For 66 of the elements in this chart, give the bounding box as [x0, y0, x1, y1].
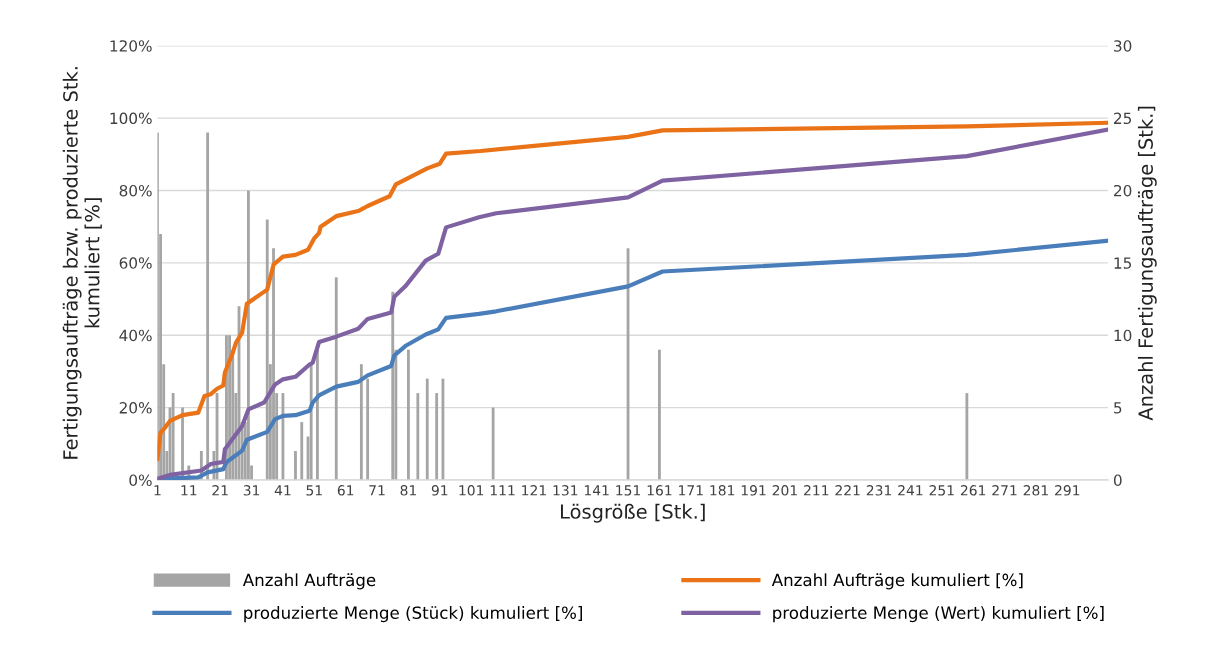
bar — [435, 393, 439, 480]
y2-tick-label: 0 — [1113, 474, 1122, 486]
y2-tick-label: 10 — [1114, 329, 1132, 342]
y2-tick-label: 20 — [1114, 184, 1132, 197]
bar — [316, 349, 319, 480]
bar — [300, 422, 304, 480]
x-tick-label: 191 — [741, 485, 766, 496]
bar — [359, 364, 363, 480]
bar — [965, 393, 969, 480]
y2-tick-label: 15 — [1114, 257, 1132, 269]
x-tick-label: 51 — [306, 485, 322, 496]
x-tick-label: 231 — [866, 485, 892, 496]
x-tick-label: 31 — [243, 485, 260, 496]
x-tick-label: 121 — [522, 485, 546, 496]
y2-tick-label: 5 — [1114, 402, 1122, 414]
y2-tick-label: 25 — [1114, 112, 1132, 125]
x-tick-label: 101 — [459, 485, 484, 496]
bar — [247, 190, 250, 480]
y2-tick-label: 30 — [1114, 40, 1132, 52]
bar — [206, 132, 210, 480]
x-tick-label: 161 — [647, 485, 672, 496]
legend-label: Anzahl Aufträge kumuliert [%] — [771, 573, 1023, 590]
x-tick-label: 1 — [154, 485, 161, 496]
x-tick-label: 181 — [710, 485, 735, 496]
x-tick-label: 141 — [584, 485, 609, 496]
x-tick-label: 201 — [772, 485, 797, 496]
y2-axis-title: Anzahl Fertigungsaufträge [Stk.] — [1137, 106, 1157, 421]
x-tick-label: 271 — [992, 485, 1017, 496]
x-tick-label: 291 — [1055, 485, 1080, 496]
bar — [425, 378, 429, 480]
y-tick-label: 100% — [110, 112, 152, 125]
x-axis-title: Lösgröße [Stk.] — [561, 503, 705, 523]
x-tick-label: 171 — [679, 485, 703, 496]
x-tick-label: 71 — [369, 485, 385, 496]
x-tick-label: 241 — [898, 485, 923, 496]
x-tick-label: 41 — [274, 485, 291, 496]
y-axis-title: Fertigungsaufträge bzw. produzierte Stk. kumuliert [%] — [62, 67, 102, 459]
legend-label: Anzahl Aufträge — [242, 573, 376, 590]
x-tick-label: 281 — [1023, 485, 1048, 496]
x-tick-label: 61 — [337, 485, 354, 496]
y-tick-label: 20% — [119, 402, 152, 414]
legend-label: produzierte Menge (Stück) kumuliert [%] — [244, 606, 582, 623]
y-tick-label: 80% — [119, 184, 152, 197]
y-tick-label: 40% — [119, 329, 152, 342]
x-tick-label: 81 — [400, 485, 416, 496]
y-tick-label: 120% — [110, 40, 152, 52]
bar — [334, 277, 338, 480]
legend-label: produzierte Menge (Wert) kumuliert [%] — [773, 606, 1104, 623]
x-tick-label: 91 — [431, 485, 448, 496]
bar — [416, 393, 420, 480]
x-tick-label: 111 — [490, 485, 515, 496]
x-tick-label: 11 — [181, 485, 197, 496]
x-tick-label: 21 — [212, 485, 228, 496]
x-tick-label: 131 — [553, 485, 578, 496]
y-tick-label: 0% — [129, 474, 152, 486]
x-tick-label: 211 — [804, 485, 829, 496]
y-tick-label: 60% — [119, 257, 152, 269]
x-tick-label: 221 — [835, 485, 860, 496]
x-tick-label: 251 — [929, 485, 954, 496]
bar — [294, 451, 297, 480]
x-tick-label: 151 — [616, 485, 641, 496]
bar — [491, 407, 495, 480]
bar — [658, 349, 661, 480]
bar — [366, 378, 370, 480]
bar — [407, 349, 410, 480]
x-tick-label: 261 — [960, 485, 986, 496]
